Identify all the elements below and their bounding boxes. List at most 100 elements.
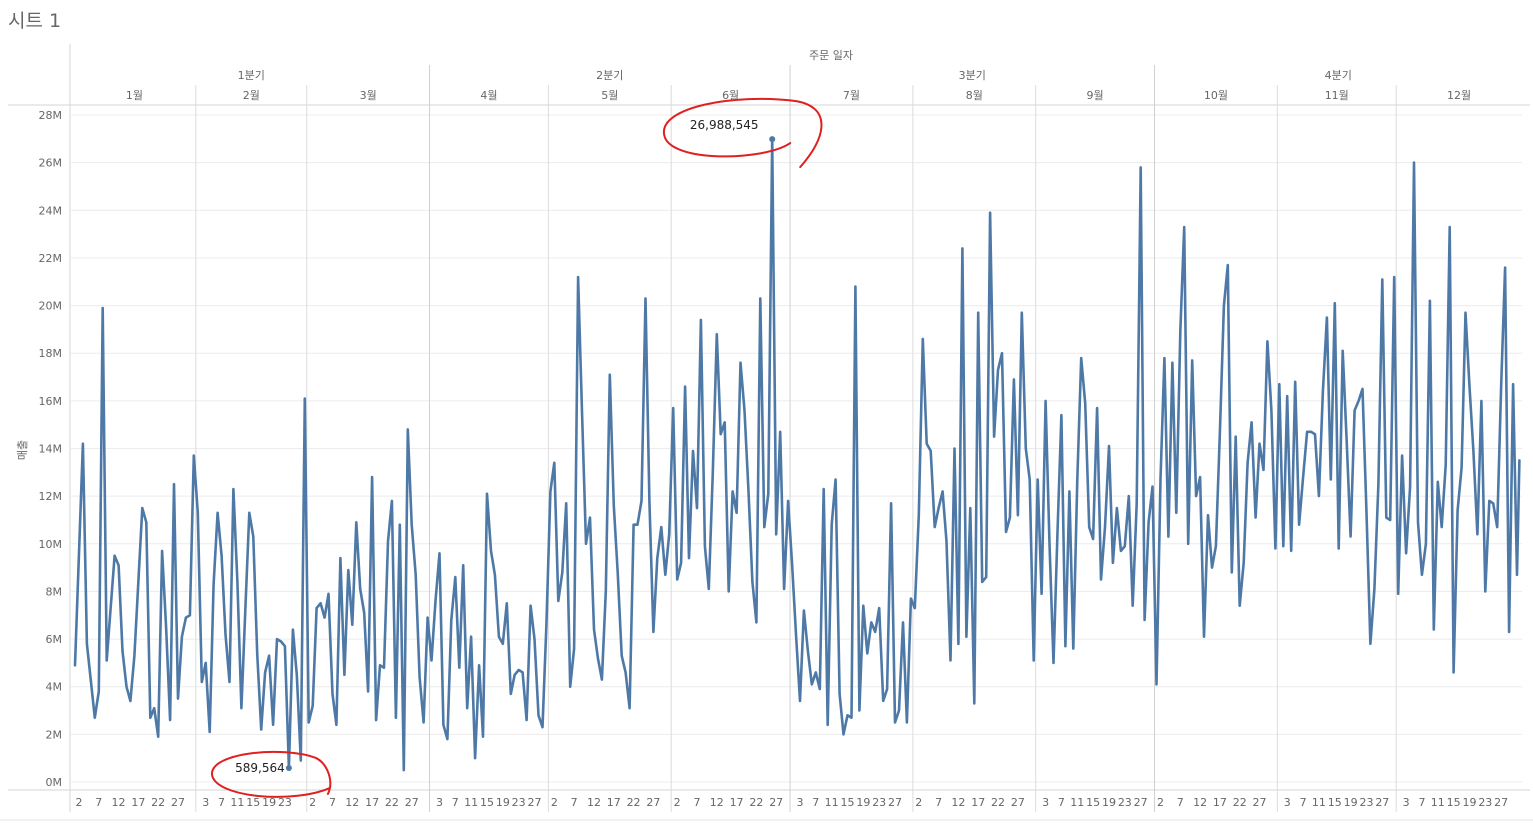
data-point [1187, 543, 1189, 545]
x-tick-label: 23 [512, 796, 526, 809]
data-point [640, 500, 643, 502]
data-point [414, 574, 417, 576]
data-point [723, 421, 726, 424]
x-tick-label: 22 [627, 796, 641, 809]
data-point [201, 681, 203, 683]
y-tick-label: 20M [39, 300, 63, 313]
x-tick-label: 19 [496, 796, 510, 809]
data-point [1104, 526, 1106, 528]
data-point [1021, 311, 1023, 314]
month-label: 3월 [360, 89, 377, 102]
data-point [862, 604, 865, 607]
data-point [1417, 521, 1419, 524]
x-tick-label: 23 [872, 796, 886, 809]
data-point [1468, 385, 1471, 388]
y-tick-label: 24M [39, 204, 63, 217]
data-point [660, 526, 663, 528]
data-point [945, 540, 948, 543]
data-point [902, 621, 904, 624]
data-point [1365, 512, 1368, 514]
data-point [129, 700, 132, 702]
month-label: 11월 [1325, 89, 1349, 102]
data-point [1175, 512, 1178, 514]
data-point [1508, 631, 1510, 633]
data-point [918, 514, 920, 516]
x-axis-title: 주문 일자 [809, 48, 853, 62]
data-point [569, 685, 571, 688]
x-tick-label: 27 [1494, 796, 1508, 809]
data-point [1009, 516, 1011, 519]
data-point [490, 550, 492, 552]
x-tick-label: 19 [856, 796, 870, 809]
x-tick-label: 22 [1233, 796, 1247, 809]
data-point [1282, 545, 1285, 547]
y-tick-label: 22M [39, 252, 63, 265]
data-point [783, 588, 785, 590]
x-tick-label: 27 [405, 796, 419, 809]
data-point [339, 557, 342, 559]
data-point [450, 619, 453, 621]
x-tick-label: 12 [587, 796, 601, 809]
data-point [644, 297, 647, 300]
data-point [989, 211, 991, 214]
data-point [1464, 311, 1467, 314]
data-point [969, 507, 972, 509]
x-tick-label: 7 [571, 796, 578, 809]
y-tick-label: 6M [46, 633, 63, 646]
data-point [605, 590, 607, 593]
data-point [268, 654, 270, 657]
data-point [383, 666, 385, 669]
data-point [846, 714, 849, 717]
data-point [1413, 161, 1415, 164]
data-point [1516, 574, 1518, 576]
data-point [842, 733, 845, 736]
data-point [850, 716, 853, 719]
data-point [1116, 507, 1118, 509]
x-tick-label: 27 [528, 796, 542, 809]
data-point [601, 678, 603, 681]
data-point [953, 447, 956, 450]
data-point [937, 507, 940, 509]
data-point [307, 721, 310, 724]
data-point [577, 276, 579, 278]
data-point [1318, 495, 1320, 497]
data-point [252, 535, 255, 538]
data-point [589, 516, 591, 519]
data-point [1452, 671, 1455, 674]
x-tick-label: 11 [825, 796, 839, 809]
data-point [838, 693, 841, 695]
highlight-circle [210, 750, 332, 798]
data-point [145, 521, 148, 524]
data-point [791, 562, 793, 564]
data-point [149, 716, 152, 719]
data-point [1242, 562, 1245, 564]
x-tick-label: 27 [171, 796, 185, 809]
data-point [822, 488, 825, 490]
highlight-circle [663, 97, 823, 169]
x-tick-label: 3 [1284, 796, 1291, 809]
data-point [212, 583, 215, 586]
data-point [1223, 304, 1225, 307]
data-point [1143, 619, 1146, 621]
data-point [664, 574, 667, 576]
data-point [858, 709, 861, 712]
data-point [82, 442, 84, 445]
data-point [486, 493, 488, 495]
x-tick-label: 12 [951, 796, 965, 809]
data-point [537, 714, 540, 717]
x-tick-label: 23 [278, 796, 292, 809]
data-point [922, 338, 924, 340]
date-headers: 주문 일자 1분기 2분기 3분기 4분기 1월 2월 3월 4월 5월 6월 7월 8월 9월 10월 11… [126, 48, 1471, 102]
data-point [735, 512, 738, 514]
data-point [208, 731, 211, 733]
data-point [169, 719, 171, 721]
quarter-label: 2분기 [596, 69, 623, 82]
data-point [363, 612, 366, 614]
data-point [1492, 502, 1494, 505]
data-point [232, 488, 235, 490]
data-point [1179, 331, 1182, 333]
data-point [1310, 431, 1312, 433]
data-point [1429, 300, 1431, 302]
data-point [1191, 359, 1193, 362]
data-point [482, 735, 484, 738]
